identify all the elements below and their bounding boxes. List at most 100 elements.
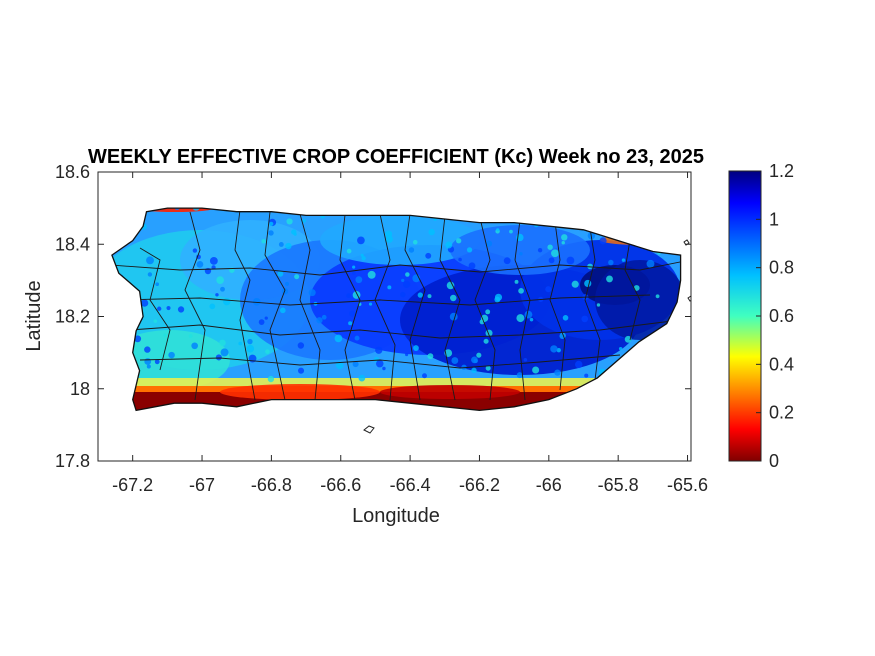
kc-field-speckle [387, 285, 391, 289]
kc-field-speckle [550, 345, 557, 352]
kc-field-speckle [309, 289, 316, 296]
kc-field-speckle [261, 239, 266, 244]
kc-field-speckle [622, 258, 626, 262]
kc-field-speckle [335, 335, 343, 343]
kc-field-speckle [322, 315, 327, 320]
kc-field-speckle [428, 294, 432, 298]
kc-field-speckle [316, 317, 322, 323]
kc-field-speckle [216, 354, 222, 360]
kc-field-speckle [178, 306, 184, 312]
kc-field-speckle [401, 279, 404, 282]
kc-field-speckle [352, 271, 356, 275]
kc-field-speckle [551, 249, 559, 257]
kc-field-speckle [280, 308, 286, 314]
kc-field-speckle [247, 345, 255, 353]
kc-field-speckle [547, 244, 552, 249]
kc-field-speckle [268, 376, 274, 382]
kc-field-speckle [216, 276, 224, 284]
colorbar-tick-label: 1.2 [769, 161, 794, 181]
kc-field-speckle [538, 248, 542, 252]
y-tick-label: 18.6 [55, 162, 90, 182]
kc-field-speckle [348, 321, 352, 325]
kc-field-speckle [584, 374, 588, 378]
kc-field-speckle [451, 357, 458, 364]
kc-field-speckle [298, 342, 304, 348]
kc-field-speckle [494, 297, 500, 303]
kc-field-speckle [144, 358, 151, 365]
kc-field-speckle [450, 295, 456, 301]
kc-field-speckle [496, 228, 499, 231]
kc-field-speckle [155, 282, 159, 286]
y-tick-label: 17.8 [55, 451, 90, 471]
kc-field-speckle [146, 256, 154, 264]
kc-field-speckle [196, 261, 203, 268]
kc-field-speckle [562, 241, 565, 244]
kc-field-speckle [427, 353, 433, 359]
kc-field-speckle [447, 282, 455, 290]
y-tick-label: 18 [70, 379, 90, 399]
kc-field-speckle [400, 292, 405, 297]
kc-field-speckle [368, 271, 376, 279]
kc-field-speckle [467, 247, 472, 252]
kc-field-speckle [458, 258, 462, 262]
kc-field-speckle [597, 303, 600, 306]
kc-field-speckle [422, 373, 427, 378]
kc-field-speckle [163, 334, 166, 337]
kc-field-speckle [485, 309, 490, 314]
kc-field-speckle [425, 253, 431, 259]
kc-field-speckle [516, 314, 524, 322]
kc-field-speckle [302, 219, 306, 223]
kc-field-speckle [193, 248, 197, 252]
kc-field-speckle [375, 347, 382, 354]
kc-field-speckle [572, 281, 579, 288]
x-tick-label: -66.2 [459, 475, 500, 495]
kc-field-speckle [352, 266, 355, 269]
kc-field-speckle [147, 364, 151, 368]
x-axis-label: Longitude [352, 505, 440, 527]
kc-field-speckle [285, 243, 291, 249]
kc-field-speckle [247, 339, 252, 344]
kc-field-speckle [210, 257, 218, 265]
kc-field-speckle [376, 360, 384, 368]
kc-field-speckle [567, 257, 575, 265]
kc-field-speckle [515, 280, 519, 284]
x-tick-label: -67.2 [112, 475, 153, 495]
kc-field-speckle [545, 286, 551, 292]
kc-field-speckle [584, 280, 591, 287]
kc-field-speckle [155, 359, 160, 364]
kc-field-speckle [361, 254, 364, 257]
kc-field-speckle [286, 218, 292, 224]
kc-field-patch [220, 384, 380, 400]
kc-field-speckle [413, 240, 418, 245]
kc-field-speckle [382, 367, 385, 370]
kc-field-speckle [518, 288, 524, 294]
colorbar-tick-label: 0 [769, 451, 779, 471]
y-tick-label: 18.2 [55, 307, 90, 327]
kc-field-speckle [369, 303, 372, 306]
kc-field-speckle [268, 230, 273, 235]
kc-field-speckle [405, 272, 410, 277]
kc-field-speckle [532, 367, 539, 374]
kc-field-speckle [191, 342, 198, 349]
kc-field-speckle [238, 342, 242, 346]
kc-field-speckle [525, 311, 533, 319]
colorbar-tick-label: 0.6 [769, 306, 794, 326]
kc-field-speckle [524, 358, 528, 362]
kc-field-speckle [656, 294, 660, 298]
kc-field-speckle [409, 247, 414, 252]
kc-field-speckle [285, 282, 289, 286]
kc-field-speckle [530, 318, 534, 322]
kc-field-speckle [166, 306, 170, 310]
map-title: WEEKLY EFFECTIVE CROP COEFFICIENT (Kc) W… [88, 146, 704, 168]
kc-field-patch [380, 385, 520, 399]
kc-field-speckle [154, 319, 158, 323]
kc-field-speckle [456, 238, 461, 243]
kc-field-speckle [471, 368, 476, 373]
x-tick-label: -67 [189, 475, 215, 495]
kc-field-speckle [209, 304, 215, 310]
kc-field-speckle [476, 353, 481, 358]
kc-field-speckle [469, 262, 476, 269]
kc-field-speckle [168, 352, 174, 358]
kc-field-speckle [346, 293, 351, 298]
x-tick-label: -66.8 [251, 475, 292, 495]
